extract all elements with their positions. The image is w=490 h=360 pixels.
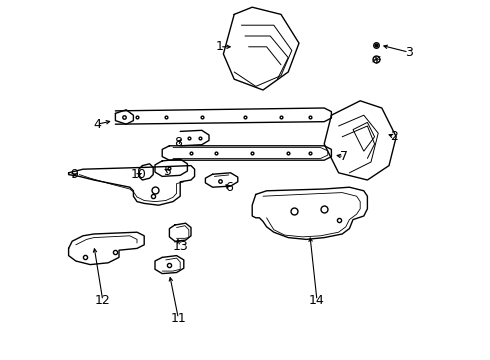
- Text: 1: 1: [216, 40, 224, 53]
- Text: 5: 5: [164, 165, 171, 177]
- Text: 6: 6: [225, 181, 233, 194]
- Text: 4: 4: [94, 118, 101, 131]
- Text: 3: 3: [405, 46, 413, 59]
- Text: 9: 9: [70, 168, 78, 181]
- Text: 14: 14: [309, 294, 325, 307]
- Text: 11: 11: [171, 312, 186, 325]
- Text: 10: 10: [131, 168, 147, 181]
- Text: 12: 12: [95, 294, 111, 307]
- Text: 2: 2: [391, 130, 398, 143]
- Text: 13: 13: [172, 240, 188, 253]
- Text: 7: 7: [340, 150, 348, 163]
- Text: 8: 8: [174, 136, 182, 149]
